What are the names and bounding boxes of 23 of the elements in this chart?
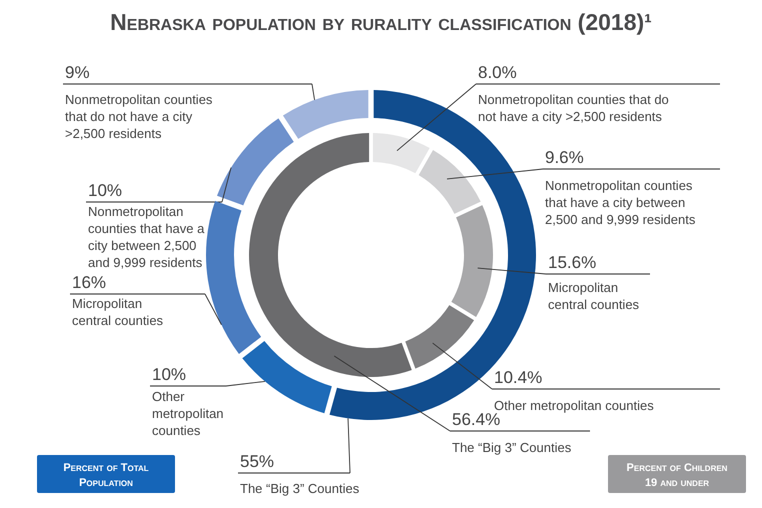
data-label: 9% [65,63,90,82]
slice-label: The “Big 3” Counties [240,481,360,496]
data-label: 8.0% [478,63,517,82]
data-label: 10% [152,365,186,384]
slice-label: Nonmetropolitan counties that do not have a city >2,500 residents [65,92,213,141]
slice-label: Nonmetropolitan counties that have a city between 2,500 and 9,999 residents [88,204,206,270]
category-label: Other metropolitan counties [494,398,654,413]
data-label: 16% [72,273,106,292]
data-label: 55% [240,452,274,471]
data-label: 56.4% [452,410,500,429]
chart-title: Nebraska population by rurality classification (2018)¹ [110,9,652,35]
data-label: 10.4% [494,368,542,387]
slice-label: Other metropolitan counties [152,389,224,438]
category-label: Micropolitan central counties [548,280,640,312]
category-label: Nonmetropolitan counties that do not have a city >2,500 residents [478,92,669,124]
slice-label: Percent of Total Population [63,462,149,489]
category-label: The “Big 3” Counties [452,440,572,455]
slice-label: Percent of Children 19 and under [626,462,728,489]
data-label: 9.6% [545,148,584,167]
slice-label: Micropolitan central counties [72,296,164,328]
category-label: Nonmetropolitan counties that have a city between 2,500 and 9,999 residents [545,178,696,227]
data-label: 15.6% [548,253,596,272]
data-label: 10% [88,181,122,200]
